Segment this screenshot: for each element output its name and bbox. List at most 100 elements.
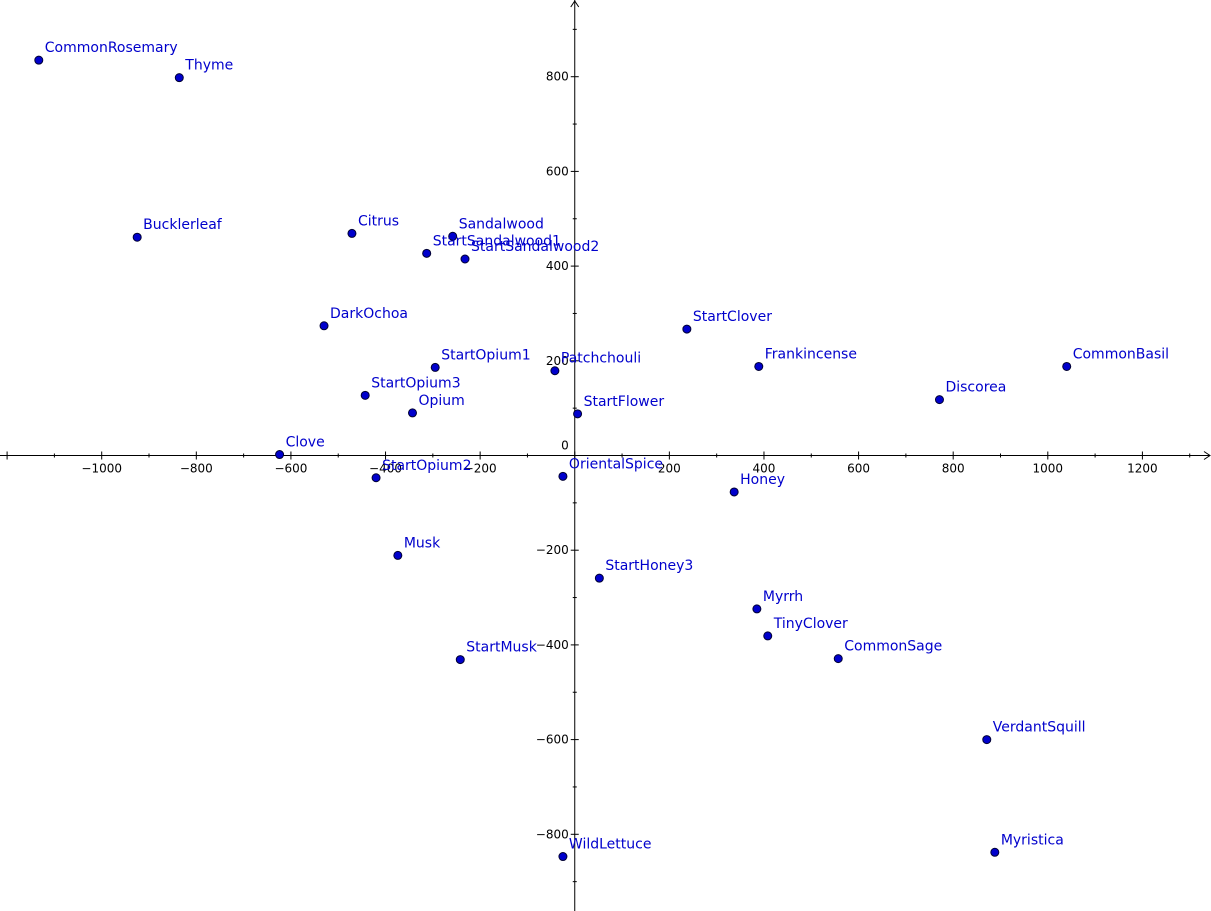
data-point: StartFlower: [573, 394, 664, 419]
y-tick-label: 800: [546, 70, 569, 84]
point-marker: [594, 573, 604, 583]
point-marker: [455, 655, 465, 665]
point-label: CommonRosemary: [45, 40, 178, 56]
point-label: Clove: [286, 435, 325, 451]
y-axis-arrow: [570, 0, 580, 8]
point-marker: [460, 254, 470, 264]
point-label: StartOpium1: [441, 347, 530, 363]
point-label: Sandalwood: [459, 216, 544, 232]
point-marker: [682, 324, 692, 334]
y-tick-label: −800: [536, 827, 569, 841]
data-point: TinyClover: [763, 616, 848, 641]
point-label: DarkOchoa: [330, 306, 408, 322]
data-point: StartClover: [682, 309, 772, 334]
point-label: Thyme: [184, 58, 233, 74]
point-marker: [573, 409, 583, 419]
data-point: Honey: [729, 472, 785, 497]
data-point: CommonBasil: [1062, 346, 1169, 371]
point-marker: [990, 847, 1000, 857]
data-points: CommonRosemary Thyme Bucklerleaf Citrus Sand…: [34, 40, 1169, 862]
point-marker: [132, 232, 142, 242]
data-point: Frankincense: [754, 346, 857, 371]
x-tick-label: −800: [180, 462, 213, 476]
data-point: StartOpium3: [360, 375, 461, 400]
point-label: StartClover: [693, 309, 772, 325]
point-marker: [393, 550, 403, 560]
point-label: CommonSage: [844, 639, 942, 655]
axis-ticks: −1000 −800 −600 −400 −200 200 400 600 800 1000 120…: [6, 28, 1191, 883]
x-tick-label: 600: [847, 462, 870, 476]
y-tick-label: 600: [546, 164, 569, 178]
point-label: Myristica: [1001, 832, 1064, 848]
data-point: StartMusk: [455, 640, 538, 665]
point-label: OrientalSpice: [569, 456, 663, 472]
point-label: Honey: [740, 472, 785, 488]
data-point: Sandalwood: [448, 216, 544, 241]
point-marker: [763, 631, 773, 641]
point-label: Discorea: [945, 380, 1006, 396]
point-label: WildLettuce: [569, 837, 652, 853]
data-point: VerdantSquill: [982, 720, 1086, 745]
point-marker: [174, 73, 184, 83]
point-label: Bucklerleaf: [143, 217, 223, 233]
point-marker: [422, 248, 432, 258]
point-label: TinyClover: [773, 616, 848, 632]
data-point: Citrus: [347, 213, 399, 238]
y-tick-label: −600: [536, 733, 569, 747]
point-marker: [371, 473, 381, 483]
point-marker: [729, 487, 739, 497]
point-label: Frankincense: [765, 346, 857, 362]
point-label: VerdantSquill: [993, 720, 1086, 736]
data-point: Opium: [407, 393, 465, 418]
point-marker: [558, 852, 568, 862]
data-point: StartHoney3: [594, 558, 693, 583]
point-marker: [934, 395, 944, 405]
data-point: Bucklerleaf: [132, 217, 223, 242]
point-marker: [448, 231, 458, 241]
y-tick-label: 0: [561, 439, 569, 453]
data-point: WildLettuce: [558, 837, 652, 862]
data-point: StartSandalwood2: [460, 239, 599, 264]
point-label: StartSandalwood2: [471, 239, 599, 255]
point-label: Myrrh: [763, 589, 803, 605]
data-point: Myrrh: [752, 589, 803, 614]
data-point: Thyme: [174, 58, 233, 83]
y-tick-label: 400: [546, 259, 569, 273]
y-tick-label: −200: [536, 543, 569, 557]
point-marker: [347, 228, 357, 238]
point-marker: [982, 735, 992, 745]
x-tick-label: −1000: [81, 462, 122, 476]
point-label: StartOpium3: [371, 375, 460, 391]
point-label: StartSandalwood1: [433, 233, 561, 249]
point-label: CommonBasil: [1073, 346, 1169, 362]
point-marker: [360, 390, 370, 400]
data-point: StartSandalwood1: [422, 233, 561, 258]
data-point: Patchchouli: [550, 351, 641, 376]
x-tick-label: −200: [464, 462, 497, 476]
point-label: Patchchouli: [561, 351, 641, 367]
point-label: StartOpium2: [382, 458, 471, 474]
data-point: CommonRosemary: [34, 40, 178, 65]
point-label: StartMusk: [466, 640, 537, 656]
x-tick-label: 1000: [1033, 462, 1064, 476]
x-tick-label: 800: [942, 462, 965, 476]
data-point: Discorea: [934, 380, 1006, 405]
point-marker: [550, 366, 560, 376]
data-point: OrientalSpice: [558, 456, 663, 481]
data-point: StartOpium1: [430, 347, 531, 372]
point-marker: [34, 55, 44, 65]
point-marker: [752, 604, 762, 614]
point-marker: [407, 408, 417, 418]
point-label: Opium: [418, 393, 464, 409]
point-marker: [319, 321, 329, 331]
x-tick-label: 200: [658, 462, 681, 476]
x-tick-label: 400: [753, 462, 776, 476]
data-point: Myristica: [990, 832, 1064, 857]
x-tick-label: 1200: [1127, 462, 1158, 476]
data-point: DarkOchoa: [319, 306, 408, 331]
point-marker: [275, 450, 285, 460]
point-marker: [833, 654, 843, 664]
point-marker: [1062, 361, 1072, 371]
x-axis-arrow: [1203, 451, 1211, 460]
